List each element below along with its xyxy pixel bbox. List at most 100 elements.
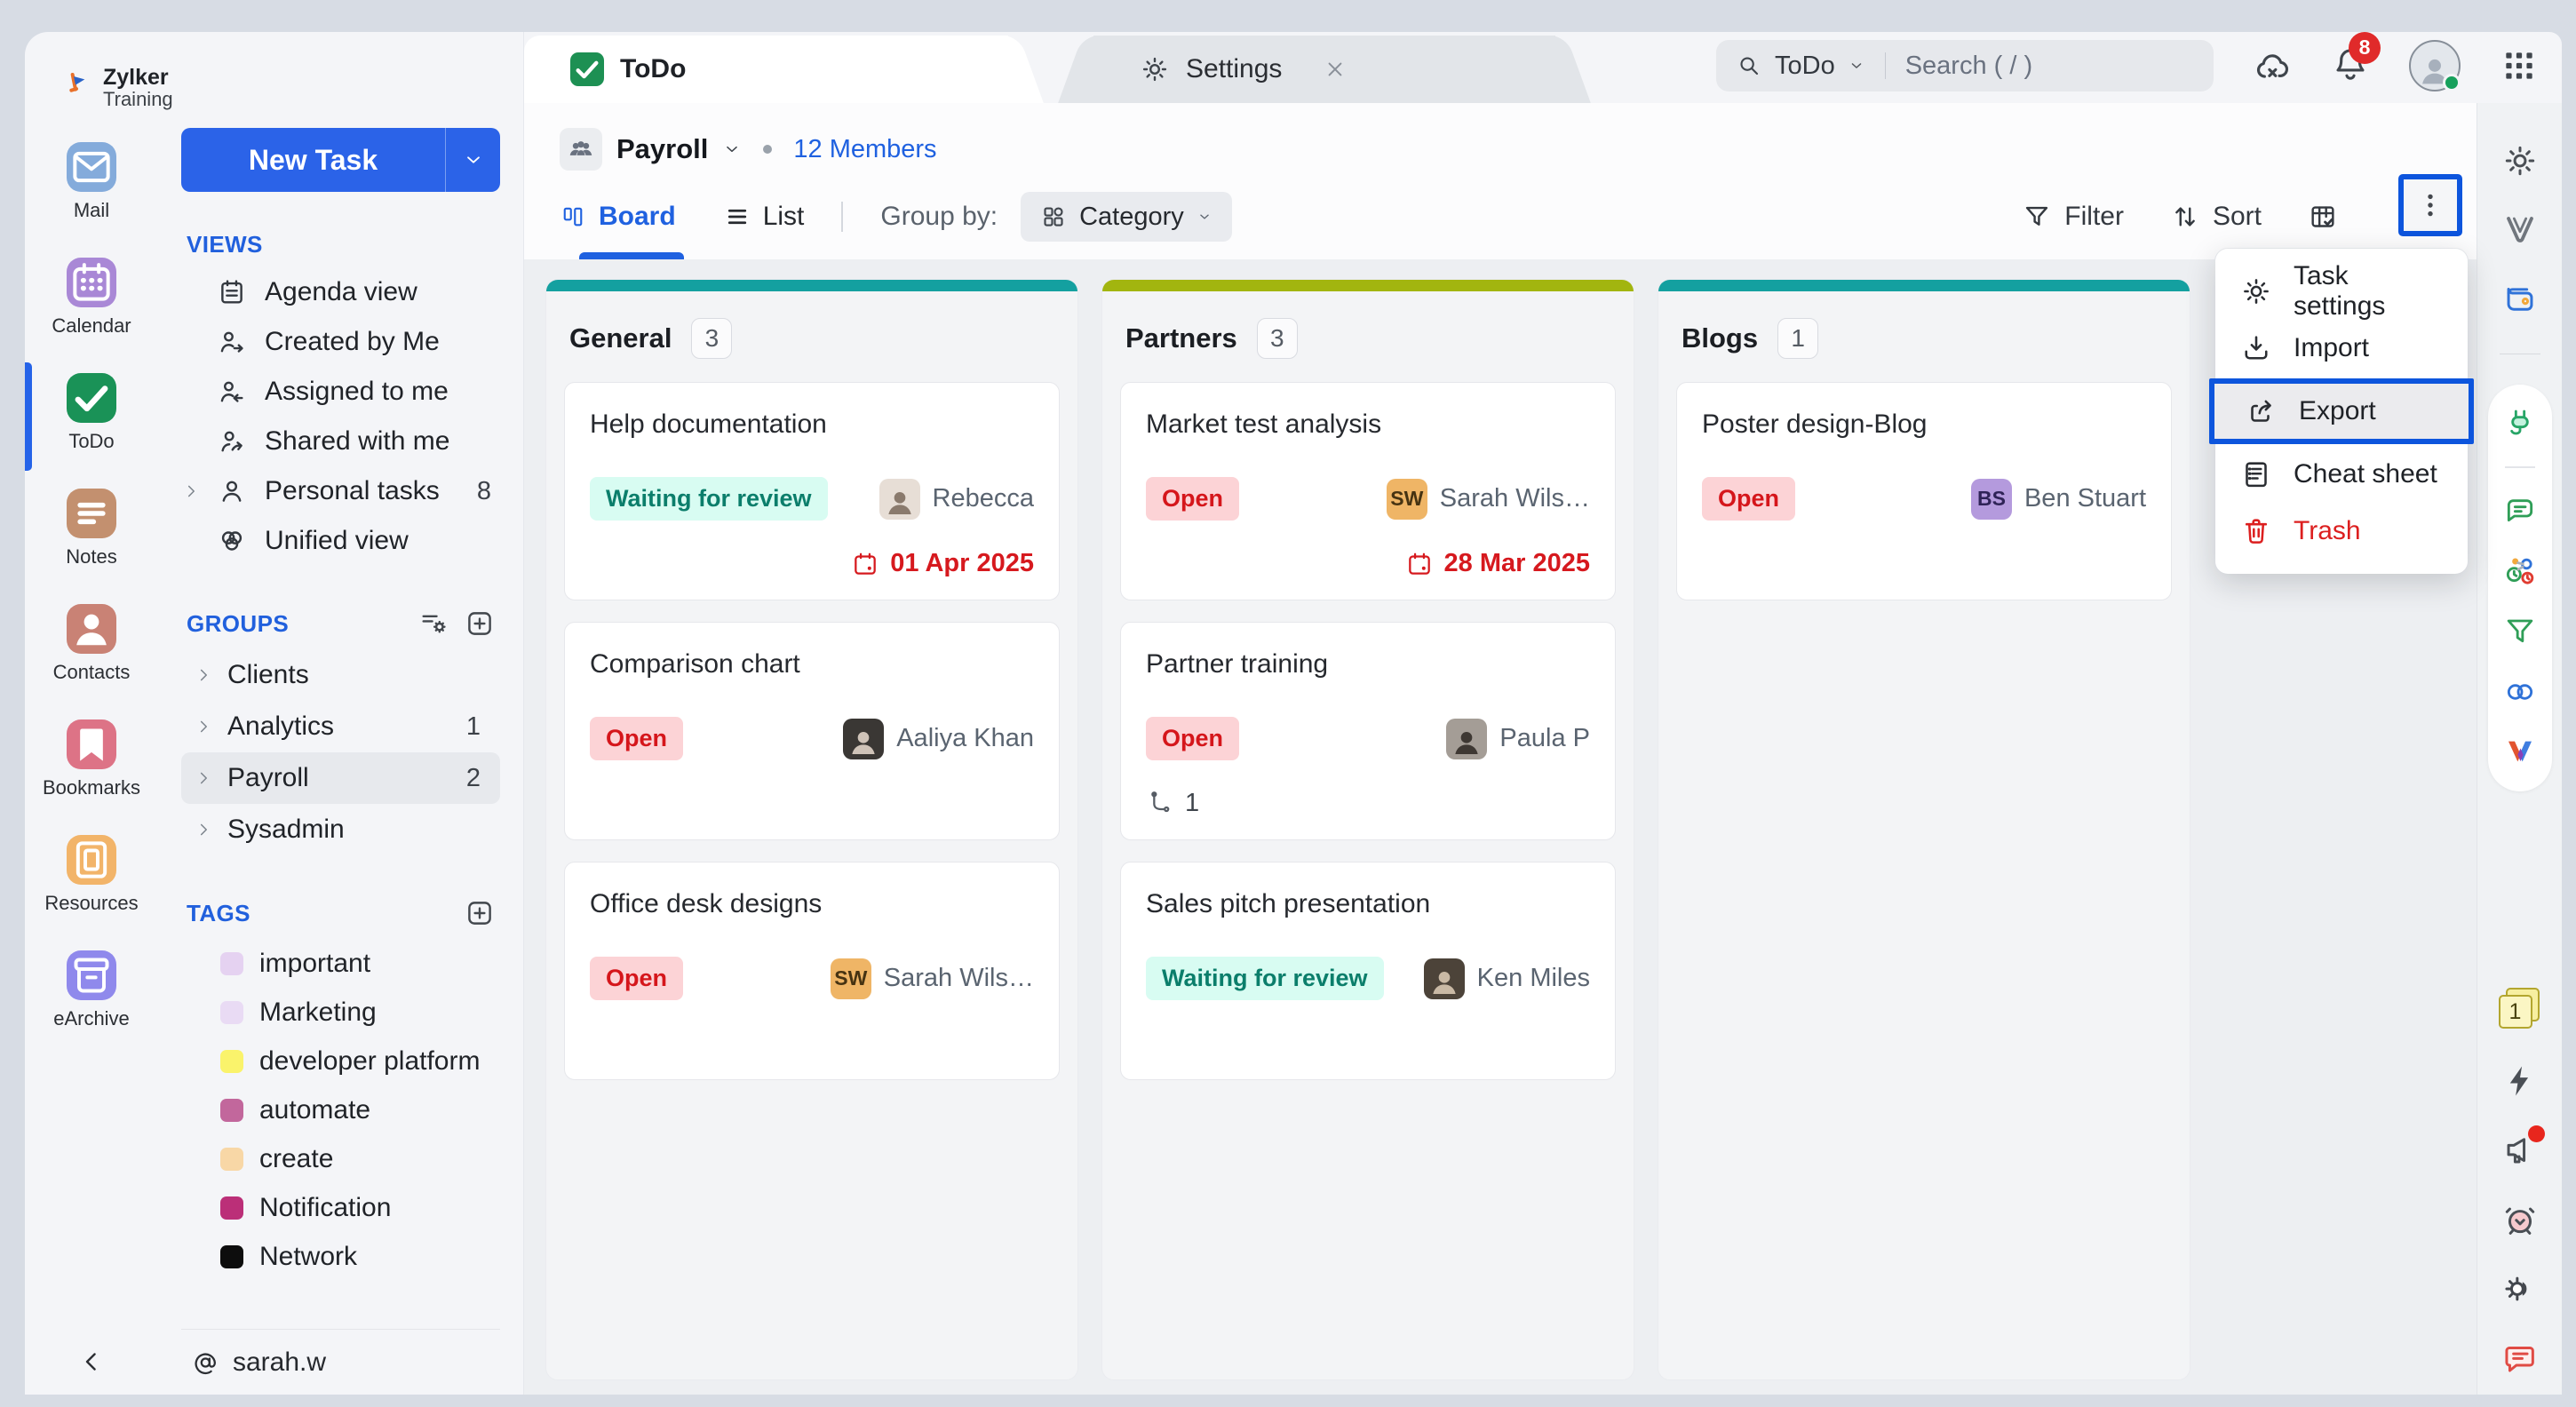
app-rail-item-contacts[interactable]: Contacts <box>25 604 158 684</box>
filter-button[interactable]: Filter <box>2022 202 2124 232</box>
tab-settings[interactable]: Settings <box>1093 36 1555 103</box>
avatar-initials: BS <box>1970 478 2012 520</box>
app-rail-item-bookmarks[interactable]: Bookmarks <box>25 719 158 799</box>
lead-funnel-icon[interactable] <box>2502 614 2538 649</box>
sidebar-view-item[interactable]: Assigned to me <box>181 367 500 417</box>
sidebar-tag-item[interactable]: automate <box>181 1085 500 1134</box>
sticky-note-icon[interactable]: 1 <box>2498 988 2541 1030</box>
new-task-dropdown[interactable] <box>445 128 500 192</box>
close-tab-icon[interactable] <box>1323 57 1348 82</box>
sidebar-view-item[interactable]: Personal tasks 8 <box>181 466 500 516</box>
sidebar-tag-item[interactable]: Network <box>181 1232 500 1281</box>
person-share-icon <box>217 426 247 457</box>
sidebar-tag-item[interactable]: developer platform <box>181 1037 500 1085</box>
status-badge[interactable]: Open <box>590 717 684 760</box>
sidebar-group-sysadmin[interactable]: Sysadmin <box>181 804 500 855</box>
manage-groups-icon[interactable] <box>418 608 449 639</box>
task-card[interactable]: Comparison chart Open Aaliya Khan <box>564 622 1060 840</box>
app-rail-item-earchive[interactable]: eArchive <box>25 950 158 1030</box>
app-rail-item-notes[interactable]: Notes <box>25 489 158 568</box>
extensions-plug-icon[interactable] <box>2502 406 2538 441</box>
task-card[interactable]: Office desk designs Open SW Sarah Wils… <box>564 862 1060 1080</box>
org-activity-icon[interactable] <box>2502 553 2538 589</box>
status-badge[interactable]: Open <box>590 957 684 1000</box>
offline-sync-icon[interactable] <box>2253 46 2292 85</box>
view-board-tab[interactable]: Board <box>560 202 676 232</box>
add-group-button[interactable] <box>465 608 495 639</box>
new-task-button[interactable]: New Task <box>181 128 500 192</box>
assignee[interactable]: Aaliya Khan <box>843 718 1034 759</box>
feedback-icon[interactable] <box>2501 1339 2539 1377</box>
assignee[interactable]: BS Ben Stuart <box>1970 478 2146 520</box>
dot-separator <box>763 145 773 154</box>
sidebar-group-clients[interactable]: Clients <box>181 649 500 701</box>
menu-item-trash[interactable]: Trash <box>2215 503 2468 560</box>
sidebar-view-item[interactable]: Created by Me <box>181 317 500 367</box>
group-by-select[interactable]: Category <box>1021 192 1232 242</box>
app-rail-item-resources[interactable]: Resources <box>25 835 158 915</box>
board-group-name[interactable]: Payroll <box>616 133 709 164</box>
search-scope-select[interactable]: ToDo <box>1775 51 1835 80</box>
calendar-due-icon <box>851 550 879 578</box>
zoho-v-logo-icon[interactable] <box>2501 211 2539 249</box>
notifications-button[interactable]: 8 <box>2331 32 2381 88</box>
person-icon <box>217 476 247 506</box>
task-card[interactable]: Market test anal­ysis Open SW Sarah Wils… 28… <box>1120 382 1616 600</box>
cliq-chat-icon[interactable] <box>2502 493 2538 529</box>
status-badge[interactable]: Open <box>1146 477 1240 521</box>
sidebar-tag-item[interactable]: create <box>181 1134 500 1183</box>
add-tag-button[interactable] <box>465 898 495 928</box>
collapse-sidebar-icon[interactable] <box>76 1347 107 1377</box>
menu-item-export[interactable]: Export <box>2209 378 2474 444</box>
sidebar-tag-item[interactable]: Marketing <box>181 988 500 1037</box>
members-link[interactable]: 12 Members <box>793 134 937 163</box>
menu-item-task-settings[interactable]: Task settings <box>2215 261 2468 321</box>
task-card[interactable]: Poster design-Blog Open BS Ben Stuart <box>1676 382 2172 600</box>
task-card[interactable]: Help documentation Waiting for review Rebe… <box>564 382 1060 600</box>
user-avatar[interactable] <box>2409 40 2461 91</box>
assignee[interactable]: SW Sarah Wils… <box>1386 478 1590 520</box>
sort-button[interactable]: Sort <box>2170 202 2262 232</box>
chevron-down-icon[interactable] <box>722 139 742 159</box>
menu-item-import[interactable]: Import <box>2215 320 2468 377</box>
tab-todo[interactable]: ToDo <box>524 36 1008 103</box>
status-badge[interactable]: Open <box>1146 717 1240 760</box>
app-rail-item-mail[interactable]: Mail <box>25 142 158 222</box>
sidebar-view-item[interactable]: Unified view <box>181 516 500 566</box>
status-badge[interactable]: Open <box>1702 477 1796 521</box>
more-options-button[interactable] <box>2398 174 2462 236</box>
app-rail-item-calendar[interactable]: Calendar <box>25 258 158 338</box>
apps-grid-icon[interactable] <box>2500 46 2539 85</box>
announcements-icon[interactable] <box>2501 1125 2545 1169</box>
search-bar[interactable]: ToDo Search ( / ) <box>1716 40 2214 91</box>
quick-actions-icon[interactable] <box>2501 1062 2539 1100</box>
assignee[interactable]: Paula P <box>1446 718 1590 759</box>
sidebar-view-item[interactable]: Agenda view <box>181 267 500 317</box>
task-card[interactable]: Partner training Open Paula P 1 <box>1120 622 1616 840</box>
reminders-icon[interactable] <box>2501 1201 2539 1238</box>
menu-item-cheat-sheet[interactable]: Cheat sheet <box>2215 446 2468 503</box>
sidebar-tag-item[interactable]: Notification <box>181 1183 500 1232</box>
customize-columns-button[interactable] <box>2308 202 2338 232</box>
account-name[interactable]: sarah.w <box>233 1347 327 1377</box>
app-rail-item-todo[interactable]: ToDo <box>25 362 158 471</box>
assignee[interactable]: Ken Miles <box>1423 958 1590 999</box>
assignee[interactable]: SW Sarah Wils… <box>830 958 1034 999</box>
view-list-tab[interactable]: List <box>724 202 804 232</box>
v-brand-icon[interactable] <box>2502 735 2538 770</box>
linked-apps-icon[interactable] <box>2502 674 2538 710</box>
sidebar-tag-item[interactable]: important <box>181 939 500 988</box>
status-badge[interactable]: Waiting for review <box>1146 957 1384 1000</box>
theme-toggle-icon[interactable] <box>2501 1270 2539 1308</box>
task-card[interactable]: Sales pitch presentation Waiting for revi… <box>1120 862 1616 1080</box>
filter-icon <box>2022 202 2052 232</box>
assignee[interactable]: Rebecca <box>879 478 1034 520</box>
sidebar-view-item[interactable]: Shared with me <box>181 417 500 466</box>
tags-section-title: TAGS <box>187 899 250 926</box>
wallet-icon[interactable] <box>2501 281 2539 318</box>
status-badge[interactable]: Waiting for review <box>590 477 828 521</box>
sidebar-group-analytics[interactable]: Analytics 1 <box>181 701 500 752</box>
board-column-general: General 3 Help documentation Waiting for re… <box>545 279 1078 1380</box>
sidebar-group-payroll[interactable]: Payroll 2 <box>181 752 500 804</box>
settings-icon[interactable] <box>2501 142 2539 179</box>
